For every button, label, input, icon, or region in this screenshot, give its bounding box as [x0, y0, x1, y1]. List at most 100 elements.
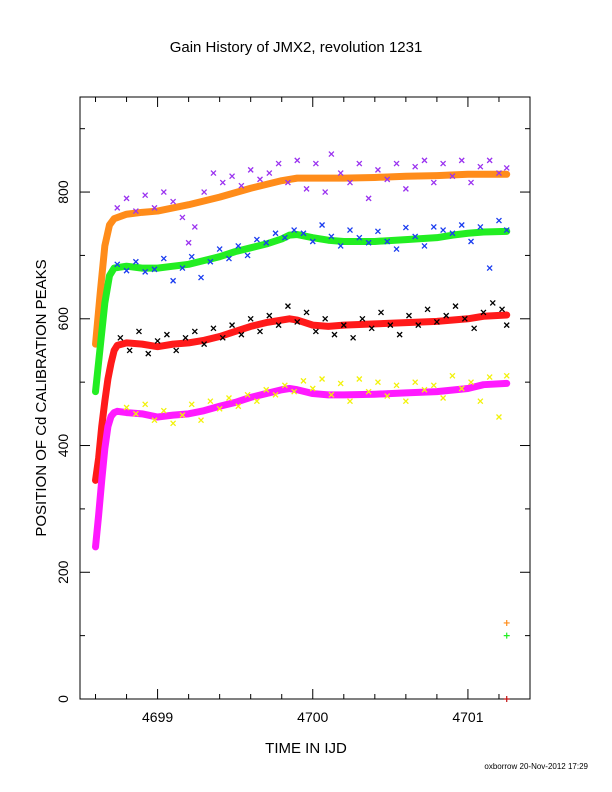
series-line [92, 227, 511, 396]
y-tick-label: 200 [55, 560, 71, 584]
data-point [235, 242, 242, 249]
data-point [235, 403, 242, 410]
data-point [151, 204, 158, 211]
data-point [291, 388, 298, 395]
data-point [123, 211, 130, 218]
data-point [503, 372, 510, 379]
data-point [114, 204, 121, 211]
data-point [471, 325, 478, 332]
data-point [468, 238, 474, 245]
data-point [229, 173, 236, 180]
data-point [477, 163, 484, 170]
data-point [402, 185, 409, 192]
data-point [440, 395, 447, 401]
data-point [319, 376, 326, 382]
data-point [486, 265, 493, 272]
data-point [272, 230, 279, 237]
data-point [201, 189, 208, 196]
data-point [123, 404, 130, 411]
data-point [198, 417, 204, 424]
data-point [108, 413, 115, 420]
data-point [384, 176, 391, 183]
data-point [322, 315, 329, 322]
data-point [421, 157, 428, 164]
data-point [253, 236, 260, 243]
data-point [312, 160, 319, 167]
data-point [402, 398, 409, 405]
data-point [359, 315, 366, 322]
data-point [499, 306, 506, 313]
plot-frame [79, 96, 531, 700]
data-point [238, 331, 245, 338]
data-point [132, 410, 139, 417]
data-point [430, 382, 437, 389]
y-tick-label: 800 [55, 180, 71, 204]
data-point [263, 386, 270, 393]
x-axis-label: TIME IN IJD [265, 740, 347, 757]
data-point [179, 265, 186, 272]
data-point [201, 341, 208, 348]
data-point [412, 233, 419, 240]
data-point [312, 328, 319, 335]
data-point [503, 696, 510, 702]
data-point [421, 242, 428, 249]
x-tick-label: 4700 [297, 709, 328, 725]
data-point [257, 176, 263, 183]
data-point [101, 242, 108, 249]
data-point [322, 189, 329, 196]
data-point [210, 170, 217, 177]
data-point [294, 318, 301, 325]
data-point [179, 214, 186, 221]
x-tick-label: 4701 [452, 709, 483, 725]
y-axis-label: POSITION OF Cd CALIBRATION PEAKS [33, 259, 50, 536]
data-point [160, 255, 167, 262]
data-point [503, 227, 510, 234]
data-point [266, 312, 273, 319]
data-point [123, 263, 130, 270]
data-point [97, 290, 104, 297]
data-point [356, 376, 363, 382]
data-point [142, 401, 149, 408]
data-point [114, 261, 121, 268]
data-point [458, 385, 465, 392]
data-point [480, 309, 487, 316]
data-point [173, 347, 180, 354]
data-point [303, 309, 310, 316]
data-point [104, 423, 111, 430]
data-point [430, 223, 437, 230]
data-point [198, 274, 204, 281]
data-point [92, 477, 99, 484]
data-point [365, 239, 372, 246]
axis-ticks: 4699 4700 4701 0 200 400 600 800 [55, 97, 530, 725]
data-point [496, 414, 502, 420]
data-point [253, 398, 260, 405]
data-marks [92, 151, 511, 702]
data-point [347, 227, 353, 234]
data-point [440, 160, 447, 167]
data-point [226, 255, 232, 262]
data-point [136, 328, 142, 335]
data-point [151, 417, 158, 424]
data-point [300, 377, 307, 384]
data-point [291, 227, 298, 234]
data-point [238, 182, 245, 189]
data-point [163, 331, 170, 338]
chart-title: Gain History of JMX2, revolution 1231 [170, 39, 423, 56]
data-point [449, 173, 456, 180]
x-tick-label: 4699 [142, 709, 173, 725]
data-point [393, 160, 400, 167]
data-point [284, 303, 291, 310]
data-point [356, 234, 363, 241]
data-point [101, 299, 108, 306]
data-point [328, 391, 335, 398]
data-point [272, 391, 279, 398]
data-point [486, 157, 493, 164]
data-point [111, 215, 118, 222]
data-point [412, 379, 419, 386]
data-point [92, 388, 99, 395]
data-point [496, 170, 502, 177]
data-point [449, 230, 456, 237]
data-point [188, 253, 195, 260]
data-point [424, 306, 431, 313]
